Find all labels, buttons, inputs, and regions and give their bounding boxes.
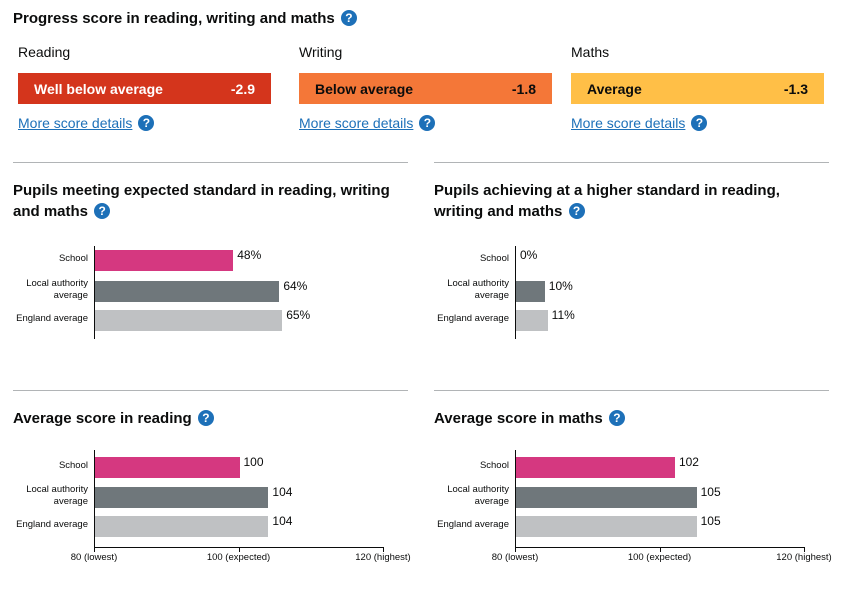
subject-label-0: Reading [18,44,71,60]
chart-title-text: Pupils meeting expected standard in read… [13,182,390,220]
progress-score: -1.3 [783,80,808,97]
more-score-details-link[interactable]: More score details [571,115,686,131]
question-circle-icon[interactable]: ? [608,410,625,426]
value-label: 105 [700,485,721,499]
divider [434,390,829,391]
progress-band: Below average [315,80,414,97]
value-label: 48% [237,248,262,262]
chart-title-text: Average score in maths [434,410,603,427]
value-label: 100 [243,455,264,469]
bar-england [516,516,697,537]
value-label: 0% [520,248,538,262]
bar-england [95,516,269,537]
progress-score: -1.8 [511,80,536,97]
bar-england [95,310,283,331]
divider [13,390,408,391]
question-circle-icon[interactable]: ? [419,115,436,131]
category-label: Local authority average [447,484,509,507]
x-tick [659,547,661,552]
category-label: School [58,460,88,471]
chart-title: Pupils meeting expected standard in read… [13,180,408,222]
y-axis-line [94,246,95,339]
category-label: School [479,460,509,471]
x-tick-label: 100 (expected) [206,552,271,563]
value-label: 10% [548,279,573,293]
bar-school [95,250,234,271]
category-label: England average [16,313,88,324]
x-tick [804,547,805,552]
category-label: England average [437,313,509,324]
progress-band: Well below average [34,80,163,97]
value-label: 11% [551,308,575,322]
value-label: 104 [272,514,293,528]
more-score-details-link[interactable]: More score details [299,115,414,131]
bar-local-authority [516,487,697,508]
subject-label-2: Maths [571,44,610,60]
category-label: Local authority average [26,278,88,301]
chart-title-text: Average score in reading [13,410,192,427]
question-circle-icon[interactable]: ? [340,10,357,26]
y-axis-line [515,450,516,547]
bar-local-authority [516,281,545,302]
y-axis-line [94,450,95,547]
x-tick-label: 100 (expected) [627,552,692,563]
bar-school [95,457,240,478]
divider [13,162,408,163]
question-circle-icon[interactable]: ? [691,115,708,131]
category-label: Local authority average [26,484,88,507]
x-tick-label: 80 (lowest) [491,552,539,563]
x-tick-label: 120 (highest) [776,552,832,563]
progress-band: Average [587,80,642,97]
question-circle-icon[interactable]: ? [94,203,111,219]
x-tick-label: 120 (highest) [355,552,411,563]
category-label: England average [437,519,509,530]
progress-badge-2: Average -1.3 [571,73,824,104]
value-label: 102 [678,455,699,469]
bar-local-authority [95,487,269,508]
progress-badge-0: Well below average -2.9 [18,73,271,104]
x-tick [238,547,240,552]
x-tick [94,547,95,552]
divider [434,162,829,163]
bar-england [516,310,548,331]
category-label: Local authority average [447,278,509,301]
x-tick-label: 80 (lowest) [70,552,118,563]
category-label: School [58,253,88,264]
progress-title: Progress score in reading, writing and m… [13,10,335,27]
chart-title: Pupils achieving at a higher standard in… [434,180,794,222]
question-circle-icon[interactable]: ? [568,203,585,219]
subject-label-1: Writing [299,44,343,60]
x-tick [383,547,384,552]
more-score-details-link[interactable]: More score details [18,115,133,131]
question-circle-icon[interactable]: ? [138,115,155,131]
value-label: 105 [700,514,721,528]
value-label: 64% [283,279,308,293]
x-tick [515,547,516,552]
category-label: School [479,253,509,264]
bar-school [516,457,675,478]
y-axis-line [515,246,516,339]
question-circle-icon[interactable]: ? [197,410,214,426]
category-label: England average [16,519,88,530]
chart-title: Average score in maths ? [434,408,829,429]
chart-title-text: Pupils achieving at a higher standard in… [434,182,780,220]
chart-title: Average score in reading ? [13,408,408,429]
progress-heading: Progress score in reading, writing and m… [13,8,357,29]
value-label: 104 [272,485,293,499]
progress-score: -2.9 [230,80,255,97]
bar-local-authority [95,281,280,302]
value-label: 65% [286,308,311,322]
progress-badge-1: Below average -1.8 [299,73,552,104]
